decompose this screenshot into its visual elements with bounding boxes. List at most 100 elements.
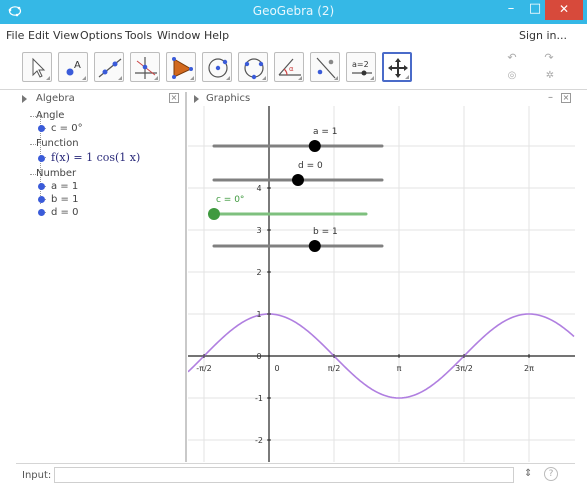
line-icon [98, 58, 122, 78]
list-item[interactable]: a = 1 [38, 181, 78, 192]
x-tick-label: π [397, 364, 402, 373]
input-help-icon[interactable]: ? [544, 467, 558, 481]
circle-through-points-tool-button[interactable] [238, 52, 268, 82]
point-tool-button[interactable]: A [58, 52, 88, 82]
menu-options[interactable]: Options [80, 29, 123, 42]
input-label: Input: [22, 470, 52, 481]
visibility-toggle-icon[interactable] [38, 182, 45, 190]
graphics-title: Graphics [206, 93, 251, 104]
minimize-button[interactable]: – [507, 1, 515, 16]
input-history-icon[interactable]: ⇕ [524, 468, 533, 479]
graphics-header: Graphics – × [188, 92, 575, 106]
y-tick-labels: 4 3 2 1 0 -1 -2 [255, 184, 271, 445]
slider-icon: a=2 [352, 60, 372, 76]
visibility-toggle-icon[interactable] [38, 195, 45, 203]
point-icon: A [66, 60, 81, 76]
menu-help[interactable]: Help [204, 29, 230, 42]
group-function-title[interactable]: Function [36, 138, 79, 149]
group-angle-title[interactable]: Angle [36, 110, 65, 121]
sign-in-link[interactable]: Sign in... [518, 29, 567, 42]
slider-label: d = 0 [298, 161, 323, 171]
svg-text:α: α [289, 65, 294, 73]
sliders: a = 1 d = 0 c = 0° b = 1 [208, 127, 384, 252]
move-arrows-icon [388, 58, 408, 78]
circle-tool-button[interactable] [202, 52, 232, 82]
visibility-toggle-icon[interactable] [38, 124, 45, 132]
panel-divider[interactable] [185, 92, 187, 462]
help-circle-icon[interactable]: ◎ [507, 70, 517, 81]
axes [188, 106, 575, 462]
redo-button[interactable]: ↷ [544, 51, 554, 64]
toolbar: A [0, 44, 587, 90]
algebra-close-button[interactable]: × [169, 93, 179, 103]
svg-text:A: A [74, 60, 81, 71]
close-button[interactable]: ✕ [545, 0, 583, 20]
polygon-tool-button[interactable] [166, 52, 196, 82]
perpendicular-line-icon [135, 57, 157, 79]
menu-view[interactable]: View [53, 29, 80, 42]
slider-handle [208, 208, 220, 220]
x-tick-label: 3π/2 [455, 364, 473, 373]
undo-button[interactable]: ↶ [507, 51, 517, 64]
slider-tool-label: a=2 [352, 60, 369, 69]
y-tick-label: 4 [256, 184, 261, 193]
perpendicular-tool-button[interactable] [130, 52, 160, 82]
y-tick-label: 3 [256, 226, 261, 235]
x-tick-label: -π/2 [196, 364, 212, 373]
menu-file[interactable]: File [6, 29, 25, 42]
slider-handle [308, 240, 321, 252]
maximize-button[interactable]: □ [528, 1, 542, 16]
y-tick-label: 1 [256, 310, 261, 319]
menu-window[interactable]: Window [157, 29, 201, 42]
reflect-line-icon [316, 57, 336, 79]
slider-label: c = 0° [216, 195, 244, 205]
visibility-toggle-icon[interactable] [38, 154, 45, 162]
x-tick-label: 2π [524, 364, 534, 373]
graphics-view[interactable]: 4 3 2 1 0 -1 -2 -π/2 0 π/2 π 3π/2 2π a = 1 d = 0 c = … [188, 92, 575, 462]
circle-three-points-icon [244, 58, 264, 80]
x-tick-label: 0 [274, 364, 279, 373]
grid-lines [188, 106, 575, 462]
group-number-title[interactable]: Number [36, 168, 77, 179]
slider-tool-button[interactable]: a=2 [346, 52, 376, 82]
menu-bar: File Edit View Options Tools Window Help… [0, 24, 587, 44]
settings-gear-icon[interactable]: ✲ [545, 70, 555, 81]
geogebra-logo-icon [8, 6, 22, 17]
list-item[interactable]: d = 0 [38, 207, 78, 218]
minimize-panel-button[interactable]: – [548, 92, 553, 103]
right-edge [577, 92, 587, 485]
collapse-triangle-icon[interactable] [22, 95, 27, 103]
visibility-toggle-icon[interactable] [38, 208, 45, 216]
reflect-tool-button[interactable] [310, 52, 340, 82]
input-field[interactable] [54, 467, 514, 483]
menu-edit[interactable]: Edit [28, 29, 50, 42]
menu-tools[interactable]: Tools [125, 29, 153, 42]
slider-label: a = 1 [313, 127, 338, 137]
move-graphics-view-tool-button[interactable] [382, 52, 412, 82]
collapse-triangle-icon[interactable] [194, 95, 199, 103]
function-curve [188, 313, 575, 399]
slider-handle [308, 140, 321, 152]
y-tick-label: 2 [256, 268, 261, 277]
pointer-arrow-icon [32, 57, 46, 78]
algebra-view: Algebra × Angle c = 0° Function f(x) = 1… [16, 92, 185, 462]
list-item[interactable]: c = 0° [38, 123, 83, 134]
algebra-header: Algebra × [16, 92, 185, 106]
x-tick-labels: -π/2 0 π/2 π 3π/2 2π [196, 354, 534, 373]
move-tool-button[interactable] [22, 52, 52, 82]
title-bar: GeoGebra (2) – □ ✕ [0, 0, 587, 24]
window-title: GeoGebra (2) [252, 4, 335, 18]
input-bar: Input: ⇕ ? [16, 463, 575, 485]
y-tick-label: -2 [255, 436, 263, 445]
angle-tool-button[interactable]: α [274, 52, 304, 82]
list-item[interactable]: f(x) = 1 cos(1 x) [38, 151, 140, 164]
circle-with-center-icon [208, 58, 228, 78]
algebra-title: Algebra [36, 93, 75, 104]
list-item[interactable]: b = 1 [38, 194, 78, 205]
line-tool-button[interactable] [94, 52, 124, 82]
x-tick-label: π/2 [328, 364, 341, 373]
angle-icon: α [278, 58, 301, 76]
slider-label: b = 1 [313, 227, 338, 237]
graphics-close-button[interactable]: × [561, 93, 571, 103]
graphics-canvas[interactable]: 4 3 2 1 0 -1 -2 -π/2 0 π/2 π 3π/2 2π a = 1 d = 0 c = … [188, 92, 575, 462]
